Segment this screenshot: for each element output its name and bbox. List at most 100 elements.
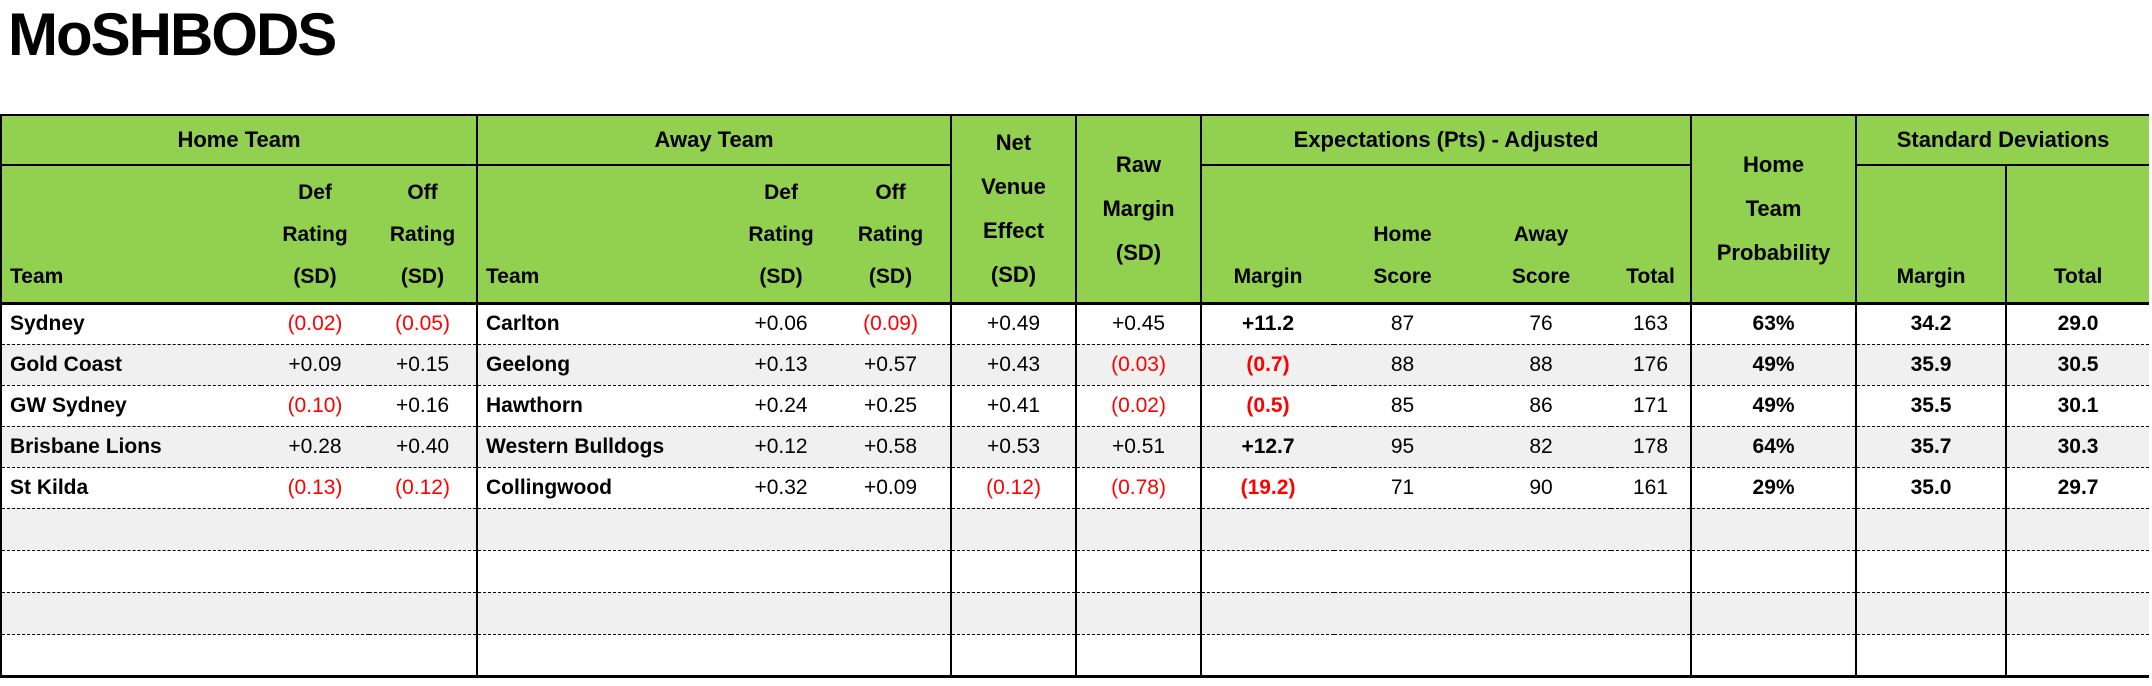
net-venue-effect: +0.53: [951, 426, 1078, 468]
home-def-rating: (0.10): [261, 385, 369, 427]
empty-table-row: [1, 508, 2150, 551]
sd-margin: 34.2: [1856, 303, 2008, 345]
table-row: Sydney (0.02) (0.05) Carlton +0.06 (0.09…: [1, 303, 2150, 345]
net-venue-effect: +0.41: [951, 385, 1078, 427]
home-def-rating: +0.09: [261, 344, 369, 386]
sd-margin: 35.9: [1856, 344, 2008, 386]
expected-margin: +12.7: [1201, 426, 1335, 468]
away-team-name: Collingwood: [477, 467, 732, 509]
expected-home-score: 71: [1334, 467, 1472, 509]
net-venue-effect: +0.43: [951, 344, 1078, 386]
expected-total: 163: [1611, 303, 1693, 345]
table-row: St Kilda (0.13) (0.12) Collingwood +0.32…: [1, 467, 2150, 509]
away-off-rating: +0.09: [831, 467, 953, 509]
home-team-probability: 63%: [1691, 303, 1858, 345]
away-off-rating: +0.58: [831, 426, 953, 468]
expected-margin: (19.2): [1201, 467, 1335, 509]
away-def-rating: +0.32: [731, 467, 832, 509]
expected-total: 176: [1611, 344, 1693, 386]
raw-margin: (0.03): [1076, 344, 1203, 386]
home-off-rating: +0.40: [369, 426, 479, 468]
moshbods-predictions-table: Home Team Away Team Net Venue Effect (SD…: [0, 114, 2150, 678]
col-header-home-score: Home Score: [1334, 165, 1472, 305]
net-venue-effect: +0.49: [951, 303, 1078, 345]
sd-total: 29.7: [2006, 467, 2150, 509]
header-home-team-group: Home Team: [1, 115, 479, 166]
col-header-away-team: Team: [477, 165, 732, 305]
expected-home-score: 85: [1334, 385, 1472, 427]
expected-total: 178: [1611, 426, 1693, 468]
home-team-name: Gold Coast: [1, 344, 261, 386]
sd-margin: 35.0: [1856, 467, 2008, 509]
away-off-rating: +0.25: [831, 385, 953, 427]
home-off-rating: (0.12): [369, 467, 479, 509]
expected-away-score: 82: [1471, 426, 1612, 468]
expected-away-score: 90: [1471, 467, 1612, 509]
expected-total: 171: [1611, 385, 1693, 427]
expected-home-score: 88: [1334, 344, 1472, 386]
expected-margin: (0.7): [1201, 344, 1335, 386]
home-def-rating: (0.13): [261, 467, 369, 509]
home-off-rating: (0.05): [369, 303, 479, 345]
away-def-rating: +0.13: [731, 344, 832, 386]
away-def-rating: +0.24: [731, 385, 832, 427]
away-team-name: Hawthorn: [477, 385, 732, 427]
header-raw-margin: Raw Margin (SD): [1076, 115, 1203, 305]
net-venue-effect: (0.12): [951, 467, 1078, 509]
table-row: Brisbane Lions +0.28 +0.40 Western Bulld…: [1, 426, 2150, 468]
header-away-team-group: Away Team: [477, 115, 953, 166]
home-off-rating: +0.16: [369, 385, 479, 427]
home-team-name: Brisbane Lions: [1, 426, 261, 468]
col-header-away-def-rating: Def Rating (SD): [731, 165, 832, 305]
sd-margin: 35.5: [1856, 385, 2008, 427]
away-off-rating: +0.57: [831, 344, 953, 386]
col-header-sd-margin: Margin: [1856, 165, 2008, 305]
expected-home-score: 87: [1334, 303, 1472, 345]
expected-margin: (0.5): [1201, 385, 1335, 427]
header-column-row: Team Def Rating (SD) Off Rating (SD) Tea…: [1, 165, 2150, 305]
table-row: GW Sydney (0.10) +0.16 Hawthorn +0.24 +0…: [1, 385, 2150, 427]
home-team-probability: 64%: [1691, 426, 1858, 468]
col-header-home-team: Team: [1, 165, 261, 305]
sd-total: 30.3: [2006, 426, 2150, 468]
table-row: Gold Coast +0.09 +0.15 Geelong +0.13 +0.…: [1, 344, 2150, 386]
expected-away-score: 88: [1471, 344, 1612, 386]
header-standard-deviations-group: Standard Deviations: [1856, 115, 2150, 166]
expected-margin: +11.2: [1201, 303, 1335, 345]
raw-margin: +0.45: [1076, 303, 1203, 345]
col-header-margin: Margin: [1201, 165, 1335, 305]
col-header-total: Total: [1611, 165, 1693, 305]
col-header-sd-total: Total: [2006, 165, 2150, 305]
sd-total: 30.5: [2006, 344, 2150, 386]
home-team-probability: 29%: [1691, 467, 1858, 509]
expected-away-score: 76: [1471, 303, 1612, 345]
home-team-name: St Kilda: [1, 467, 261, 509]
home-team-probability: 49%: [1691, 344, 1858, 386]
home-def-rating: +0.28: [261, 426, 369, 468]
away-def-rating: +0.06: [731, 303, 832, 345]
header-expectations-group: Expectations (Pts) - Adjusted: [1201, 115, 1693, 166]
away-team-name: Carlton: [477, 303, 732, 345]
raw-margin: +0.51: [1076, 426, 1203, 468]
expected-total: 161: [1611, 467, 1693, 509]
col-header-home-off-rating: Off Rating (SD): [369, 165, 479, 305]
home-def-rating: (0.02): [261, 303, 369, 345]
empty-table-row: [1, 634, 2149, 676]
col-header-home-def-rating: Def Rating (SD): [261, 165, 369, 305]
sd-total: 29.0: [2006, 303, 2150, 345]
away-def-rating: +0.12: [731, 426, 832, 468]
home-team-name: Sydney: [1, 303, 261, 345]
header-net-venue-effect: Net Venue Effect (SD): [951, 115, 1078, 305]
header-home-team-probability: Home Team Probability: [1691, 115, 1858, 305]
expected-away-score: 86: [1471, 385, 1612, 427]
page-title: MoSHBODS: [8, 1, 337, 68]
raw-margin: (0.78): [1076, 467, 1203, 509]
away-off-rating: (0.09): [831, 303, 953, 345]
empty-table-row: [1, 550, 2150, 593]
col-header-away-off-rating: Off Rating (SD): [831, 165, 953, 305]
col-header-away-score: Away Score: [1471, 165, 1612, 305]
away-team-name: Geelong: [477, 344, 732, 386]
home-team-probability: 49%: [1691, 385, 1858, 427]
home-team-name: GW Sydney: [1, 385, 261, 427]
empty-table-row: [1, 592, 2150, 635]
